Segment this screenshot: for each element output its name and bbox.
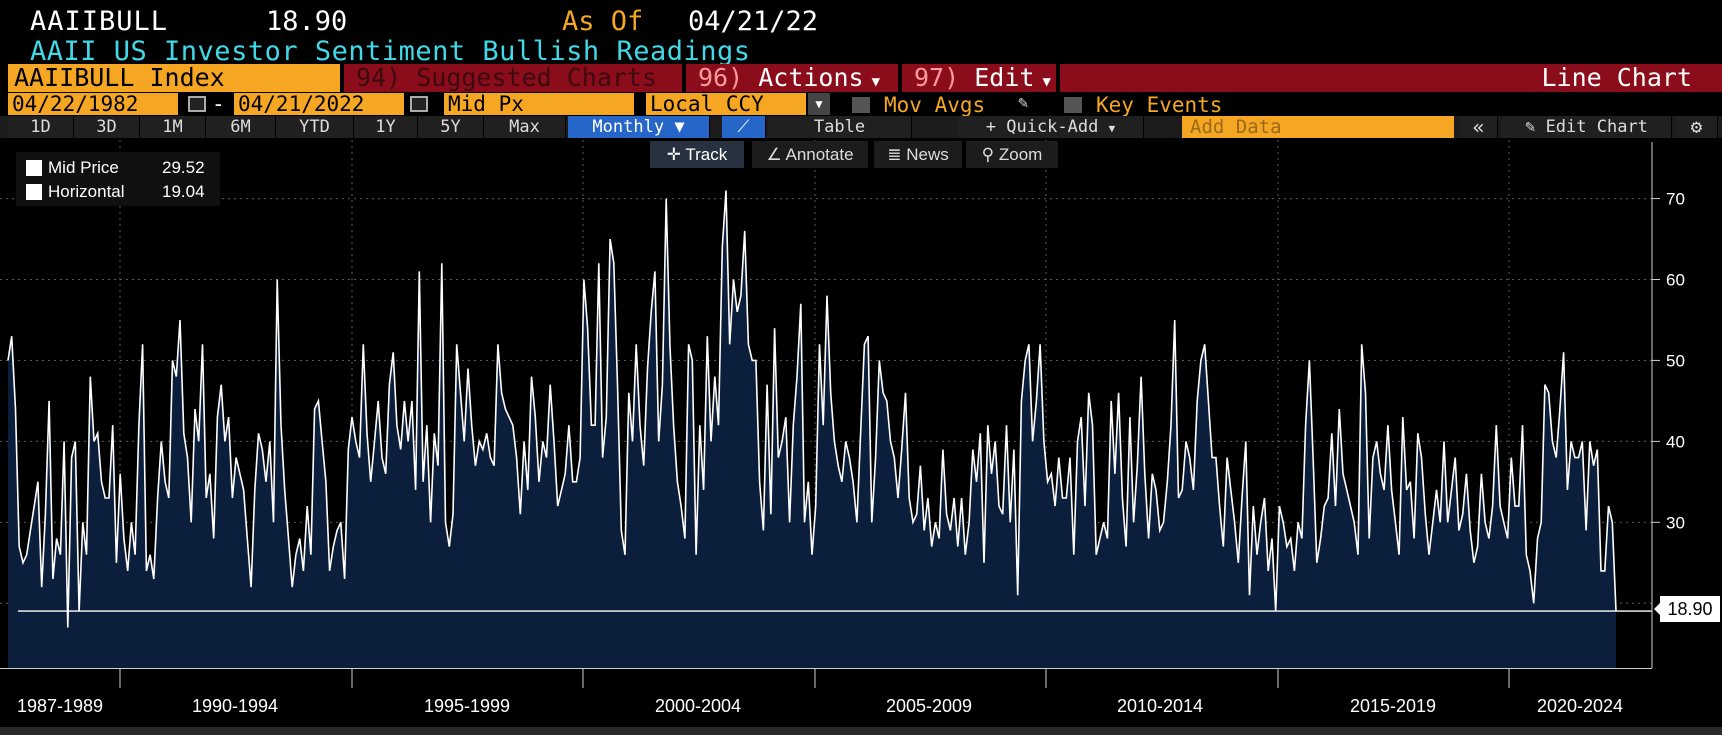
range-1y-button[interactable]: 1Y [354, 116, 418, 138]
y-tick-label: 60 [1666, 271, 1685, 290]
pencil-icon[interactable]: ✎ [1018, 93, 1029, 113]
last-value-badge: 18.90 [1660, 596, 1720, 622]
key-events-label: Key Events [1096, 93, 1223, 117]
table-button[interactable]: Table [768, 116, 912, 138]
add-data-input[interactable]: Add Data [1182, 116, 1454, 138]
chevron-down-icon: ▼ [1042, 74, 1051, 90]
currency-select[interactable]: Local CCY [646, 93, 806, 115]
range-6m-button[interactable]: 6M [206, 116, 276, 138]
series-line-mid-price [7, 190, 1617, 628]
y-tick-label: 50 [1666, 351, 1685, 370]
start-date-input[interactable]: 04/22/1982 [8, 93, 178, 115]
range-max-button[interactable]: Max [484, 116, 566, 138]
y-tick-label: 30 [1666, 513, 1685, 532]
zoom-label: Zoom [998, 145, 1043, 164]
actions-number: 96) [698, 63, 744, 92]
mov-avgs-label: Mov Avgs [884, 93, 986, 117]
news-label: News [906, 145, 949, 164]
x-tick-label: 2000-2004 [655, 696, 741, 716]
series-area-mid-price [8, 190, 1616, 668]
key-events-checkbox[interactable] [1064, 97, 1082, 113]
range-3d-button[interactable]: 3D [74, 116, 140, 138]
news-icon: ≣ [887, 145, 902, 164]
x-tick-label: 1990-1994 [192, 696, 278, 716]
suggested-charts-number: 94) [356, 63, 402, 92]
collapse-icon[interactable]: « [1460, 116, 1498, 138]
index-field[interactable]: AAIIBULL Index [8, 64, 340, 92]
last-value: 18.90 [266, 6, 348, 37]
edit-number: 97) [914, 63, 960, 92]
x-tick-label: 1987-1989 [17, 696, 103, 716]
legend-item-value: 29.52 [162, 158, 205, 177]
zoom-tool-button[interactable]: ⚲ Zoom [966, 141, 1058, 168]
periodicity-label: Monthly [592, 117, 665, 137]
line-chart-icon[interactable]: ⟋ [722, 116, 766, 138]
periodicity-select[interactable]: Monthly ▼ [568, 116, 710, 138]
suggested-charts-label: Suggested Charts [416, 63, 658, 92]
ticker-symbol: AAIIBULL [30, 6, 169, 37]
chevron-down-icon: ▼ [674, 117, 685, 137]
x-tick-label: 2010-2014 [1117, 696, 1203, 716]
quick-add-label: + Quick-Add [985, 117, 1099, 137]
actions-menu[interactable]: 96) Actions ▼ [686, 64, 898, 92]
actions-label: Actions [758, 63, 864, 92]
gear-icon[interactable]: ⚙ [1676, 116, 1718, 138]
chevron-down-icon: ▼ [1108, 122, 1116, 135]
x-tick-label: 2005-2009 [886, 696, 972, 716]
calendar-icon[interactable] [410, 96, 428, 112]
chart-legend: Mid Price 29.52 Horizontal 19.04 [16, 152, 220, 206]
magnifier-icon: ⚲ [981, 145, 995, 164]
range-ytd-button[interactable]: YTD [276, 116, 354, 138]
range-1m-button[interactable]: 1M [140, 116, 206, 138]
crosshair-icon: ✛ [666, 145, 681, 164]
legend-item-name: Horizontal [48, 182, 125, 201]
legend-item-name: Mid Price [48, 158, 119, 177]
suggested-charts-menu[interactable]: 94) Suggested Charts [344, 64, 682, 92]
legend-swatch [26, 160, 42, 176]
x-tick-label: 1995-1999 [424, 696, 510, 716]
range-5y-button[interactable]: 5Y [418, 116, 484, 138]
x-tick-label: 2020-2024 [1537, 696, 1623, 716]
pencil-icon: ✎ [1525, 117, 1536, 137]
end-date-input[interactable]: 04/21/2022 [234, 93, 404, 115]
x-tick-label: 2015-2019 [1350, 696, 1436, 716]
security-description: AAII US Investor Sentiment Bullish Readi… [30, 36, 751, 67]
edit-chart-label: Edit Chart [1545, 117, 1648, 137]
y-tick-label: 40 [1666, 432, 1685, 451]
y-axis-ticks: 30 40 50 60 70 [1652, 190, 1685, 532]
price-field-select[interactable]: Mid Px [444, 93, 634, 115]
edit-label: Edit [974, 63, 1035, 92]
as-of-label: As Of [562, 6, 644, 37]
legend-item-value: 19.04 [162, 182, 205, 201]
edit-menu[interactable]: 97) Edit ▼ [902, 64, 1056, 92]
chevron-down-icon[interactable]: ▼ [808, 93, 830, 115]
date-separator: - [212, 92, 225, 116]
annotate-tool-button[interactable]: ∠ Annotate [752, 141, 868, 168]
edit-chart-button[interactable]: ✎ Edit Chart [1502, 116, 1672, 138]
annotate-label: Annotate [785, 145, 854, 164]
track-label: Track [685, 145, 728, 164]
chevron-down-icon: ▼ [871, 74, 881, 90]
x-axis-ticks: 1987-1989 1990-1994 1995-1999 2000-2004 2005… [17, 668, 1623, 716]
track-tool-button[interactable]: ✛ Track [650, 141, 744, 168]
news-tool-button[interactable]: ≣ News [874, 141, 962, 168]
y-tick-label: 70 [1666, 190, 1685, 209]
chart-type-label[interactable]: Line Chart [1060, 64, 1722, 92]
calendar-icon[interactable] [188, 96, 206, 112]
pencil-icon: ∠ [766, 145, 782, 164]
range-1d-button[interactable]: 1D [8, 116, 74, 138]
quick-add-menu[interactable]: + Quick-Add ▼ [958, 116, 1144, 138]
legend-swatch [26, 184, 42, 200]
status-bar [0, 727, 1722, 735]
mov-avgs-checkbox[interactable] [852, 97, 870, 113]
as-of-date: 04/21/22 [688, 6, 819, 37]
